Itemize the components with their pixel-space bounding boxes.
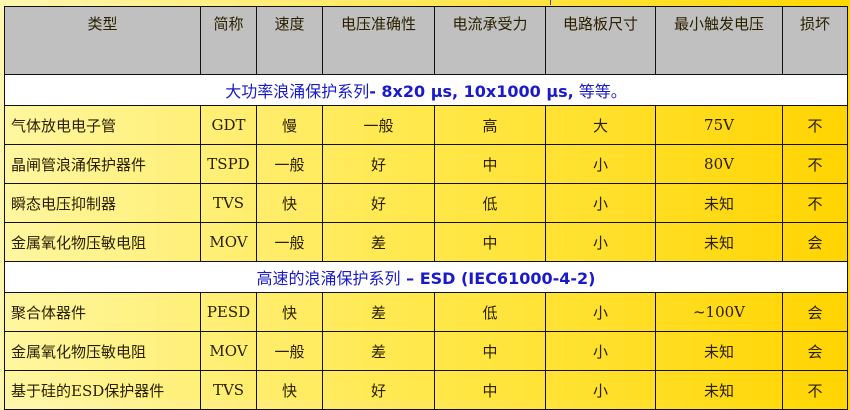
header-row: 类型 简称 速度 电压准确性 电流承受力 电路板尺寸 最小触发电压 损坏 <box>4 6 848 75</box>
column-header: 类型 <box>4 6 201 75</box>
table-cell: TVS <box>200 183 257 223</box>
table-row: 金属氧化物压敏电阻 MOV 一般差中小未知会 <box>4 222 848 262</box>
column-header: 电流承受力 <box>434 6 546 75</box>
column-header: 电压准确性 <box>322 6 435 75</box>
table-row: 瞬态电压抑制器 TVS 快好低小未知不 <box>4 183 848 223</box>
table-cell: 不 <box>782 370 848 410</box>
table-cell: TVS <box>200 370 257 410</box>
table-cell: 会 <box>782 331 848 371</box>
table-cell: ~100V <box>655 292 783 332</box>
column-header: 最小触发电压 <box>655 6 783 75</box>
table-cell: 会 <box>782 222 848 262</box>
column-header: 速度 <box>256 6 323 75</box>
table-cell: 75V <box>655 105 783 145</box>
table-cell: 不 <box>782 105 848 145</box>
table-cell: GDT <box>200 105 257 145</box>
table-cell: 低 <box>434 292 546 332</box>
table-cell: 中 <box>434 144 546 184</box>
table-cell: 一般 <box>256 222 323 262</box>
table-row: 聚合体器件 PESD 快差低小 ~100V 会 <box>4 292 848 332</box>
table-cell: 低 <box>434 183 546 223</box>
table-cell: 会 <box>782 292 848 332</box>
table-cell: 小 <box>545 331 656 371</box>
table-cell: 小 <box>545 144 656 184</box>
table-cell: 差 <box>322 292 435 332</box>
table-cell: 不 <box>782 183 848 223</box>
table-cell: 一般 <box>256 144 323 184</box>
section-title-cn: 大功率浪涌保护系列 <box>225 82 370 101</box>
table-cell: 不 <box>782 144 848 184</box>
table-cell: 慢 <box>256 105 323 145</box>
column-header: 损坏 <box>782 6 848 75</box>
table-cell: 差 <box>322 222 435 262</box>
section-title-en: - 8x20 μs, 10x1000 μs, <box>369 82 574 101</box>
section-title: 高速的浪涌保护系列 – ESD (IEC61000-4-2) <box>4 261 848 293</box>
table-cell: 中 <box>434 222 546 262</box>
table-cell: 瞬态电压抑制器 <box>4 183 201 223</box>
table-cell: 金属氧化物压敏电阻 <box>4 331 201 371</box>
table-cell: 金属氧化物压敏电阻 <box>4 222 201 262</box>
table-cell: 未知 <box>655 183 783 223</box>
table-row: 气体放电电子管 GDT 慢一般高大 75V 不 <box>4 105 848 145</box>
table-cell: 一般 <box>256 331 323 371</box>
table-cell: 好 <box>322 370 435 410</box>
table-cell: 好 <box>322 183 435 223</box>
section-title-cn: 高速的浪涌保护系列 <box>256 269 401 288</box>
table-cell: 快 <box>256 292 323 332</box>
table-row: 晶闸管浪涌保护器件 TSPD 一般好中小 80V 不 <box>4 144 848 184</box>
table-cell: 小 <box>545 222 656 262</box>
table-cell: MOV <box>200 331 257 371</box>
table-cell: 未知 <box>655 222 783 262</box>
table-cell: 未知 <box>655 331 783 371</box>
surge-protection-table: 类型 简称 速度 电压准确性 电流承受力 电路板尺寸 最小触发电压 损坏 大功率浪涌保护系列-… <box>4 6 848 410</box>
table-cell: 快 <box>256 183 323 223</box>
table-cell: 小 <box>545 370 656 410</box>
section-row: 大功率浪涌保护系列- 8x20 μs, 10x1000 μs, 等等。 <box>4 74 848 106</box>
table-cell: 大 <box>545 105 656 145</box>
table-cell: 气体放电电子管 <box>4 105 201 145</box>
table-cell: 中 <box>434 331 546 371</box>
table-cell: 小 <box>545 292 656 332</box>
section-row: 高速的浪涌保护系列 – ESD (IEC61000-4-2) <box>4 261 848 293</box>
table-cell: 80V <box>655 144 783 184</box>
table-row: 基于硅的ESD保护器件 TVS 快好中小未知不 <box>4 370 848 410</box>
table-cell: MOV <box>200 222 257 262</box>
table-row: 金属氧化物压敏电阻 MOV 一般差中小未知会 <box>4 331 848 371</box>
table-cell: 一般 <box>322 105 435 145</box>
section-title: 大功率浪涌保护系列- 8x20 μs, 10x1000 μs, 等等。 <box>4 74 848 106</box>
column-header: 电路板尺寸 <box>545 6 656 75</box>
table-cell: 差 <box>322 331 435 371</box>
table-cell: 聚合体器件 <box>4 292 201 332</box>
table-cell: 高 <box>434 105 546 145</box>
table-cell: 小 <box>545 183 656 223</box>
marker <box>550 0 551 5</box>
table-cell: 基于硅的ESD保护器件 <box>4 370 201 410</box>
table-cell: 未知 <box>655 370 783 410</box>
table-cell: 中 <box>434 370 546 410</box>
table-cell: 好 <box>322 144 435 184</box>
section-title-tail: 等等。 <box>573 82 627 101</box>
column-header: 简称 <box>200 6 257 75</box>
table-cell: 晶闸管浪涌保护器件 <box>4 144 201 184</box>
table-cell: PESD <box>200 292 257 332</box>
table-cell: 快 <box>256 370 323 410</box>
table-cell: TSPD <box>200 144 257 184</box>
section-title-en: – ESD (IEC61000-4-2) <box>400 269 596 288</box>
